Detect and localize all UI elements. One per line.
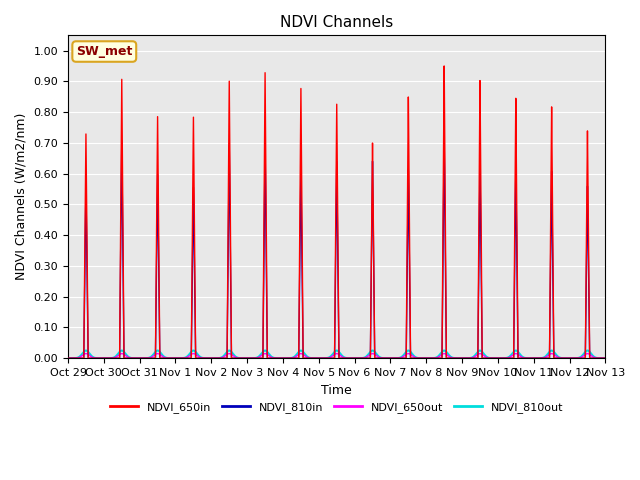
X-axis label: Time: Time [321, 384, 352, 396]
Text: SW_met: SW_met [76, 45, 132, 58]
Legend: NDVI_650in, NDVI_810in, NDVI_650out, NDVI_810out: NDVI_650in, NDVI_810in, NDVI_650out, NDV… [106, 397, 568, 417]
Title: NDVI Channels: NDVI Channels [280, 15, 394, 30]
Y-axis label: NDVI Channels (W/m2/nm): NDVI Channels (W/m2/nm) [15, 113, 28, 280]
